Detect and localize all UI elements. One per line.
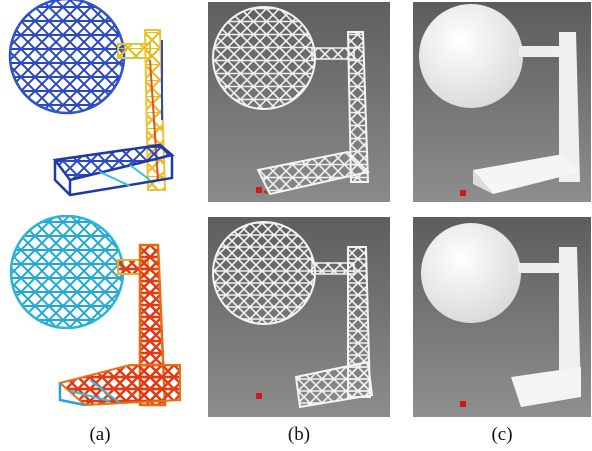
lattice-print-bottom-icon xyxy=(208,217,390,417)
panel-b-bottom xyxy=(208,217,390,417)
caption-b: (b) xyxy=(287,424,311,445)
caption-a: (a) xyxy=(89,424,111,445)
red-figurine-icon xyxy=(460,190,466,196)
panel-a-bottom xyxy=(0,215,200,415)
panel-c-bottom xyxy=(413,217,591,417)
solid-print-bottom-icon xyxy=(413,217,591,417)
stress-truss-top-icon xyxy=(8,0,175,197)
red-figurine-icon xyxy=(256,393,262,399)
red-figurine-icon xyxy=(460,401,466,407)
caption-c: (c) xyxy=(491,424,513,445)
panel-b-top xyxy=(208,2,390,202)
red-figurine-icon xyxy=(256,187,262,193)
panel-a-top xyxy=(0,0,200,205)
panel-c-top xyxy=(413,2,591,202)
stress-truss-bottom-icon xyxy=(9,215,181,407)
lattice-print-top-icon xyxy=(208,2,390,202)
solid-print-top-icon xyxy=(413,2,591,202)
